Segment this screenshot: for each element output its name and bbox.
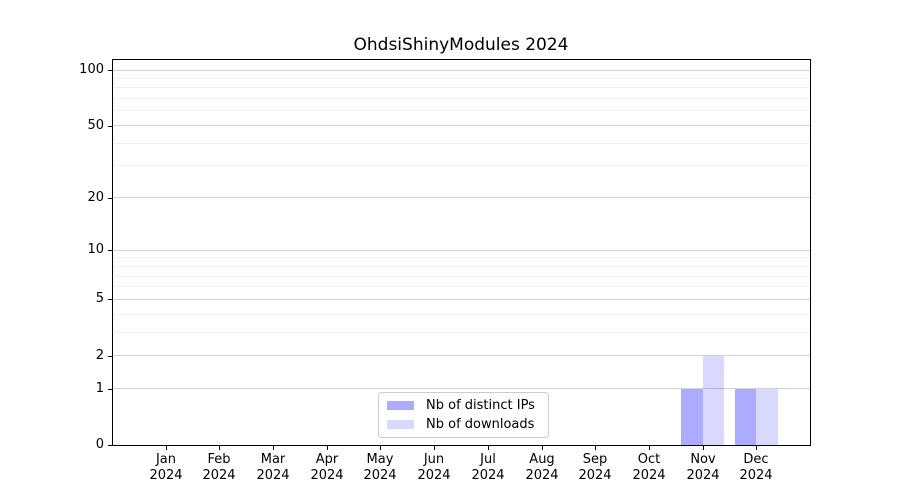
y-tick-label: 50	[87, 118, 104, 133]
major-gridline	[113, 299, 810, 300]
y-tick-label: 20	[87, 190, 104, 205]
x-tick	[649, 446, 650, 450]
x-tick-label: Dec 2024	[739, 452, 773, 483]
x-tick	[703, 446, 704, 450]
x-tick	[756, 446, 757, 450]
x-tick-label: Apr 2024	[310, 452, 344, 483]
major-gridline	[113, 70, 810, 71]
x-tick	[380, 446, 381, 450]
x-tick-label: Jun 2024	[417, 452, 451, 483]
minor-gridline	[113, 276, 810, 277]
minor-gridline	[113, 314, 810, 315]
minor-gridline	[113, 332, 810, 333]
y-tick	[108, 356, 112, 357]
major-gridline	[113, 355, 810, 356]
minor-gridline	[113, 110, 810, 111]
minor-gridline	[113, 143, 810, 144]
x-tick	[595, 446, 596, 450]
bar-downloads-nov	[702, 355, 725, 445]
x-tick	[542, 446, 543, 450]
y-tick	[108, 198, 112, 199]
minor-gridline	[113, 257, 810, 258]
legend-item-downloads: Nb of downloads	[387, 417, 540, 432]
x-tick-label: Jan 2024	[149, 452, 183, 483]
y-tick	[108, 126, 112, 127]
legend-swatch-downloads	[387, 420, 414, 429]
y-tick-label: 10	[87, 242, 104, 257]
legend-item-distinct-ips: Nb of distinct IPs	[387, 398, 540, 413]
legend-label-distinct-ips: Nb of distinct IPs	[426, 398, 535, 413]
bar-downloads-dec	[756, 388, 778, 445]
y-tick-label: 100	[79, 62, 104, 77]
minor-gridline	[113, 165, 810, 166]
x-tick	[434, 446, 435, 450]
x-tick-label: Oct 2024	[632, 452, 666, 483]
x-tick-label: May 2024	[363, 452, 397, 483]
x-tick-label: Jul 2024	[471, 452, 505, 483]
x-tick-label: Mar 2024	[256, 452, 290, 483]
y-tick	[108, 445, 112, 446]
x-tick-label: Aug 2024	[525, 452, 559, 483]
major-gridline	[113, 250, 810, 251]
major-gridline	[113, 388, 810, 389]
legend: Nb of distinct IPs Nb of downloads	[378, 392, 549, 438]
y-tick-label: 1	[95, 381, 104, 396]
x-tick	[488, 446, 489, 450]
minor-gridline	[113, 286, 810, 287]
bar-distinct-ips-dec	[734, 388, 757, 445]
minor-gridline	[113, 78, 810, 79]
x-tick	[273, 446, 274, 450]
major-gridline	[113, 197, 810, 198]
y-tick	[108, 70, 112, 71]
legend-label-downloads: Nb of downloads	[426, 417, 535, 432]
y-tick-label: 5	[95, 291, 104, 306]
y-tick	[108, 250, 112, 251]
minor-gridline	[113, 87, 810, 88]
minor-gridline	[113, 266, 810, 267]
x-tick-label: Nov 2024	[686, 452, 720, 483]
y-tick	[108, 389, 112, 390]
x-tick	[327, 446, 328, 450]
y-tick-label: 0	[95, 437, 104, 452]
x-tick	[219, 446, 220, 450]
y-tick-label: 2	[95, 348, 104, 363]
minor-gridline	[113, 98, 810, 99]
legend-swatch-distinct-ips	[387, 401, 414, 410]
y-tick	[108, 299, 112, 300]
chart-title: OhdsiShinyModules 2024	[353, 35, 569, 55]
x-tick-label: Feb 2024	[202, 452, 236, 483]
x-tick-label: Sep 2024	[578, 452, 612, 483]
major-gridline	[113, 125, 810, 126]
bar-distinct-ips-nov	[681, 388, 703, 445]
x-tick	[166, 446, 167, 450]
